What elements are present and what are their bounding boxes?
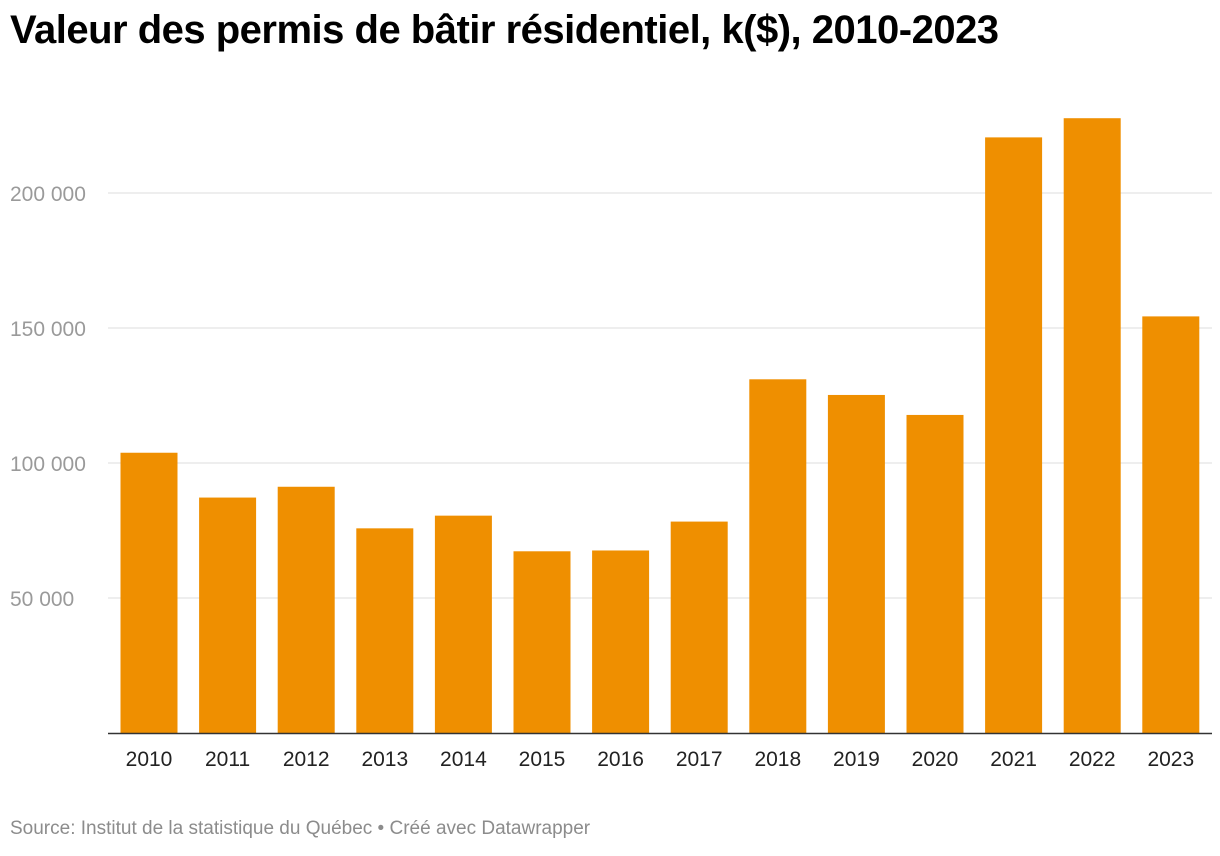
- x-tick-label: 2018: [754, 748, 801, 771]
- bar-2020: [906, 414, 964, 733]
- bar-2015: [513, 551, 571, 733]
- y-tick-label: 100 000: [10, 453, 86, 476]
- x-tick-label: 2011: [205, 748, 250, 771]
- x-tick-label: 2015: [519, 748, 566, 771]
- y-tick-label: 150 000: [10, 318, 86, 341]
- bar-chart: 50 000 100 000 150 000 200 000 2010 2011 2012…: [10, 118, 1212, 771]
- y-tick-label: 50 000: [10, 588, 74, 611]
- bar-2019: [827, 394, 885, 733]
- x-tick-label: 2016: [597, 748, 644, 771]
- bar-2022: [1063, 118, 1121, 733]
- bar-2023: [1142, 316, 1200, 733]
- source-note: Source: Institut de la statistique du Qu…: [10, 818, 591, 839]
- chart-title: Valeur des permis de bâtir résidentiel, …: [10, 8, 999, 52]
- bar-2011: [199, 497, 257, 733]
- y-tick-label: 200 000: [10, 183, 86, 206]
- bar-2018: [749, 379, 807, 733]
- bar-2013: [356, 528, 414, 733]
- x-tick-label: 2010: [126, 748, 173, 771]
- y-axis-ticks: 50 000 100 000 150 000 200 000: [10, 183, 86, 611]
- x-tick-label: 2020: [912, 748, 959, 771]
- x-tick-label: 2021: [990, 748, 1037, 771]
- x-tick-label: 2012: [283, 748, 330, 771]
- bar-2010: [120, 452, 178, 733]
- x-tick-label: 2014: [440, 748, 487, 771]
- x-axis-ticks: 2010 2011 2012 2013 2014 2015 2016 2017 2018 2019…: [126, 748, 1195, 771]
- bar-2021: [985, 137, 1043, 733]
- x-tick-label: 2023: [1147, 748, 1194, 771]
- x-tick-label: 2019: [833, 748, 880, 771]
- x-tick-label: 2022: [1069, 748, 1116, 771]
- x-tick-label: 2013: [361, 748, 408, 771]
- bar-2012: [277, 486, 335, 733]
- bar-2017: [670, 521, 728, 733]
- gridlines: [108, 192, 1212, 599]
- bar-2014: [434, 515, 492, 733]
- bar-2016: [592, 550, 650, 733]
- bars: [120, 118, 1200, 733]
- x-tick-label: 2017: [676, 748, 723, 771]
